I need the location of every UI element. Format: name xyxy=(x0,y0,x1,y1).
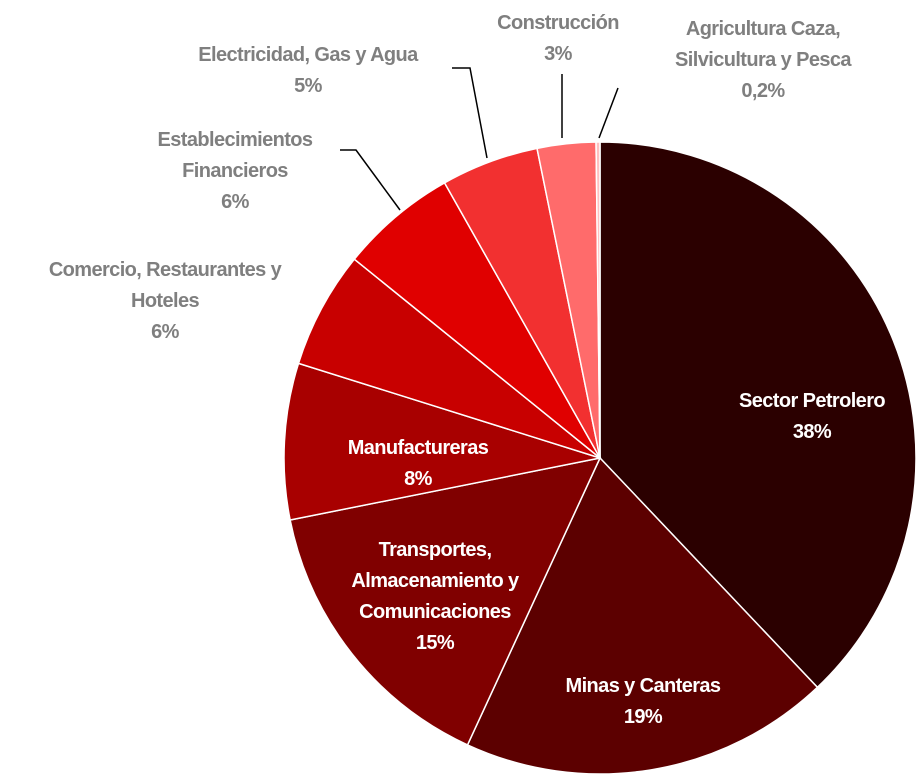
value-label: 6% xyxy=(151,321,179,343)
leader-lines xyxy=(340,67,619,211)
value-label: 19% xyxy=(623,706,663,728)
value-label: 5% xyxy=(294,75,322,97)
pie-slice xyxy=(466,456,819,775)
pie-slice xyxy=(599,141,916,689)
value-label: 15% xyxy=(415,632,455,654)
leader-line xyxy=(340,149,401,211)
data-label: Electricidad, Gas y Agua 5% xyxy=(198,40,418,102)
value-label: 38% xyxy=(792,421,832,443)
pie-slice xyxy=(283,362,601,521)
data-label: Transportes, Almacenamiento y Comunicaci… xyxy=(351,535,519,659)
data-label: Comercio, Restaurantes y Hoteles 6% xyxy=(48,255,282,348)
category-label: Comercio, Restaurantes y Hoteles xyxy=(48,259,282,312)
data-label: Agricultura Caza, Silvicultura y Pesca 0,… xyxy=(675,14,851,107)
value-label: 3% xyxy=(544,43,572,65)
value-label: 8% xyxy=(404,468,432,490)
data-label: Sector Petrolero 38% xyxy=(738,386,886,448)
data-label: Establecimientos Financieros 6% xyxy=(157,125,314,218)
leader-line xyxy=(598,87,619,139)
category-label: Electricidad, Gas y Agua xyxy=(198,44,418,66)
value-label: 0,2% xyxy=(741,80,785,102)
category-label: Sector Petrolero xyxy=(738,390,886,412)
category-label: Minas y Canteras xyxy=(565,675,722,697)
category-label: Agricultura Caza, Silvicultura y Pesca xyxy=(675,18,851,71)
data-label: Manufactureras 8% xyxy=(348,433,489,495)
data-label: Construcción 3% xyxy=(497,8,619,70)
category-label: Establecimientos Financieros xyxy=(157,129,314,182)
pie-slice xyxy=(595,141,601,459)
leader-line xyxy=(452,67,488,159)
pie-slice xyxy=(297,258,601,459)
value-label: 6% xyxy=(221,191,249,213)
pie-slice xyxy=(353,181,601,459)
data-label: Minas y Canteras 19% xyxy=(565,671,722,733)
category-label: Manufactureras xyxy=(347,437,489,459)
category-label: Transportes, Almacenamiento y Comunicaci… xyxy=(351,539,519,623)
pie-slice xyxy=(289,456,602,746)
pie xyxy=(283,141,916,775)
category-label: Construcción xyxy=(497,12,619,34)
